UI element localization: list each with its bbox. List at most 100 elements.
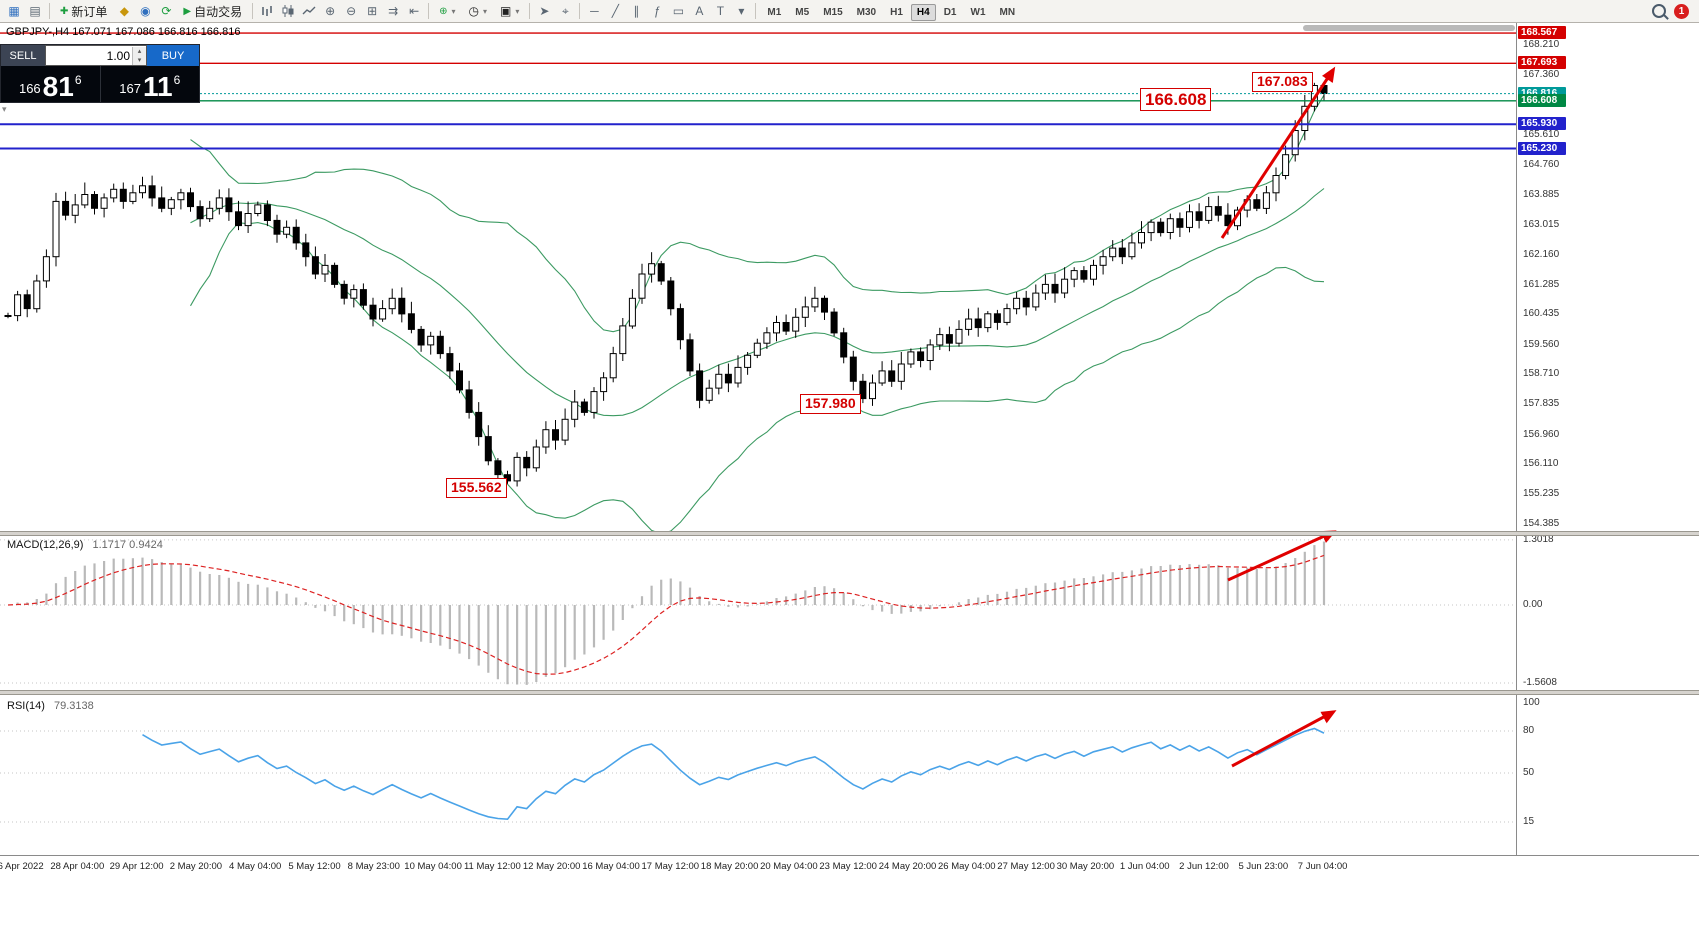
time-scale-label: 17 May 12:00: [641, 861, 700, 872]
timeframe-w1[interactable]: W1: [970, 6, 986, 18]
new-chart-icon[interactable]: ▤: [29, 4, 41, 18]
community-icon[interactable]: ◉: [140, 4, 151, 18]
volume-input[interactable]: [46, 47, 132, 64]
time-scale-label: 26 May 04:00: [938, 861, 996, 872]
rsi-name: RSI(14): [7, 700, 45, 712]
rsi-scale-label: 15: [1523, 816, 1535, 827]
timeframe-mn[interactable]: MN: [999, 6, 1016, 18]
chart-shift-icon[interactable]: ⇤: [409, 4, 420, 18]
channel-icon[interactable]: ∥: [633, 4, 640, 18]
timeframe-h4[interactable]: H4: [910, 3, 936, 21]
time-scale-label: 10 May 04:00: [404, 861, 462, 872]
zoom-in-icon[interactable]: ⊕: [325, 4, 336, 18]
panel-splitter-macd[interactable]: [0, 531, 1699, 536]
candlestick-chart-type-icon[interactable]: [278, 2, 298, 20]
bid-price[interactable]: 166 81 6: [1, 66, 101, 102]
periods-button[interactable]: ◷ ▾: [463, 2, 494, 20]
macd-panel-canvas[interactable]: [0, 535, 1516, 690]
sell-button[interactable]: SELL: [1, 45, 45, 66]
ask-price[interactable]: 167 11 6: [101, 66, 200, 102]
text-icon[interactable]: A: [695, 4, 704, 18]
timeframe-d1[interactable]: D1: [943, 6, 957, 18]
horizontal-line-icon[interactable]: ─: [590, 4, 599, 18]
time-scale-label: 7 Jun 04:00: [1297, 861, 1348, 872]
rsi-scale-label: 100: [1523, 697, 1540, 708]
price-scale-label: 156.960: [1523, 428, 1560, 440]
price-chart-canvas[interactable]: [0, 22, 1516, 531]
price-tag-165.230: 165.230: [1518, 141, 1566, 155]
chart-scrollbar[interactable]: [1303, 25, 1515, 31]
favorites-icon[interactable]: ◆: [119, 4, 130, 18]
macd-indicator-label: MACD(12,26,9) 1.1717 0.9424: [7, 539, 163, 551]
timeframe-m5[interactable]: M5: [795, 6, 810, 18]
autoscroll-icon[interactable]: ⇉: [388, 4, 399, 18]
timeframe-h1[interactable]: H1: [890, 6, 903, 18]
volume-step-up[interactable]: ▴: [133, 46, 146, 56]
new-order-button[interactable]: ✚ 新订单: [54, 2, 113, 20]
price-scale-label: 162.160: [1523, 248, 1560, 260]
price-tag-168.567: 168.567: [1518, 26, 1566, 40]
app-grid-icon[interactable]: ▦: [8, 4, 20, 18]
templates-button[interactable]: ▣ ▾: [494, 2, 525, 20]
ask-prefix: 167: [119, 81, 141, 96]
rectangle-icon[interactable]: ▭: [672, 4, 685, 18]
one-click-trading-panel: SELL ▴ ▾ BUY 166 81 6 167 11 6: [0, 44, 200, 103]
rsi-scale-label: 80: [1523, 725, 1535, 736]
time-scale-label: 18 May 20:00: [700, 861, 759, 872]
volume-step-down[interactable]: ▾: [133, 55, 146, 65]
panel-splitter-rsi[interactable]: [0, 690, 1699, 695]
price-tag-166.608: 166.608: [1518, 93, 1566, 107]
shapes-dropdown-icon[interactable]: ▾: [738, 4, 745, 18]
time-scale-label: 5 May 12:00: [288, 861, 341, 872]
ask-sup: 6: [173, 73, 181, 87]
rsi-scale-label: 50: [1523, 767, 1535, 778]
timeframe-m1[interactable]: M1: [767, 6, 782, 18]
line-chart-type-icon[interactable]: [299, 2, 319, 20]
time-scale-label: 1 Jun 04:00: [1119, 861, 1170, 872]
tile-windows-icon[interactable]: ⊞: [367, 4, 378, 18]
quote-panel-toggle[interactable]: ▾: [2, 104, 7, 114]
trendline-icon[interactable]: ╱: [611, 4, 619, 18]
time-scale-label: 11 May 12:00: [463, 861, 521, 872]
price-scale-label: 160.435: [1523, 308, 1560, 320]
label-icon[interactable]: T: [716, 4, 725, 18]
price-scale-label: 165.610: [1523, 129, 1560, 141]
timeframe-m30[interactable]: M30: [856, 6, 877, 18]
price-axis[interactable]: 168.210167.360166.510165.610164.760163.8…: [1516, 22, 1699, 855]
time-scale-label: 27 May 12:00: [997, 861, 1055, 872]
toolbar-separator: [529, 3, 531, 19]
macd-scale-label: 1.3018: [1523, 533, 1554, 545]
toolbar-separator: [252, 3, 254, 19]
bar-chart-type-icon[interactable]: [257, 2, 277, 20]
price-tag-165.930: 165.930: [1518, 117, 1566, 131]
search-icon[interactable]: [1652, 4, 1666, 18]
time-scale-label: 20 May 04:00: [760, 861, 818, 872]
price-scale-label: 163.015: [1523, 219, 1560, 231]
time-scale-label: 2 May 20:00: [169, 861, 223, 872]
toolbar-separator: [428, 3, 430, 19]
algo-trading-button[interactable]: ▶ 自动交易: [177, 2, 248, 20]
timeframe-m15[interactable]: M15: [823, 6, 843, 18]
volume-box: ▴ ▾: [45, 45, 147, 66]
time-scale-label: 2 Jun 12:00: [1179, 861, 1229, 872]
fibonacci-icon[interactable]: ƒ: [654, 4, 661, 18]
rsi-indicator-label: RSI(14) 79.3138: [7, 700, 94, 712]
buy-button[interactable]: BUY: [147, 45, 199, 66]
rsi-panel-canvas[interactable]: [0, 694, 1516, 854]
price-scale-label: 158.710: [1523, 368, 1560, 379]
price-scale-label: 168.210: [1523, 39, 1560, 51]
time-axis[interactable]: 26 Apr 2022 28 Apr 04:00 29 Apr 12:00 2 May…: [0, 855, 1699, 943]
notification-badge[interactable]: 1: [1674, 3, 1689, 19]
toolbar-separator: [755, 3, 757, 19]
crosshair-icon[interactable]: ⌖: [562, 3, 569, 18]
time-scale-label: 5 Jun 23:00: [1238, 861, 1289, 872]
price-scale-label: 167.360: [1523, 68, 1560, 80]
price-scale-label: 163.885: [1523, 189, 1560, 200]
macd-values: 1.1717 0.9424: [92, 539, 163, 551]
add-indicator-button[interactable]: ⊕ ▾: [433, 2, 461, 20]
zoom-out-icon[interactable]: ⊖: [346, 4, 357, 18]
refresh-icon[interactable]: ⟳: [161, 4, 172, 18]
cursor-icon[interactable]: ➤: [539, 4, 550, 18]
time-scale-label: 4 May 04:00: [229, 861, 282, 872]
ask-main: 11: [142, 71, 173, 103]
